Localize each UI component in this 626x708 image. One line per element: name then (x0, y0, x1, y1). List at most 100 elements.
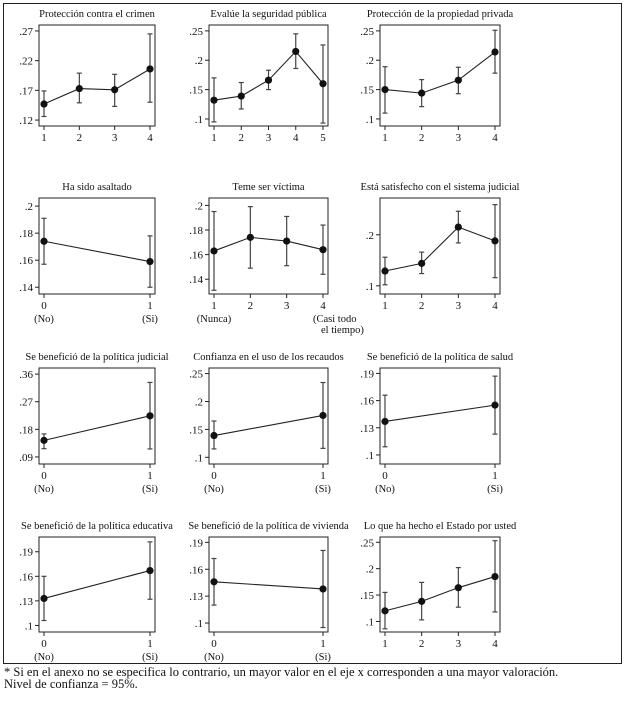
x-tick-label: 1 (211, 132, 217, 144)
data-point (40, 237, 48, 245)
x-sublabel-line: (No) (34, 314, 54, 325)
y-tick-label: .27 (19, 26, 33, 38)
y-tick-label: .22 (19, 56, 33, 68)
x-tick-label: 0 (41, 638, 47, 650)
panel-5: Teme ser víctima .14 .16 .18 .2 1 (Nunca) 2 3 4 (C… (189, 182, 364, 336)
panel-9: Se benefició de la política de salud .1 .1… (360, 352, 514, 495)
data-point (319, 411, 327, 420)
data-point (210, 431, 218, 440)
plot-frame (38, 367, 156, 465)
x-sublabel-line: (No) (34, 484, 54, 495)
x-sublabel-line: (Si) (142, 314, 158, 325)
x-tick-label: 1 (320, 470, 326, 482)
panel-4: Ha sido asaltado .14 .16 .18 .2 0 (No) 1 (Si) (19, 182, 158, 325)
y-tick-label: .36 (19, 369, 33, 381)
data-point (491, 401, 499, 409)
x-sublabel: (Casi todo el tiempo) (313, 314, 364, 336)
panel-2: Evalúe la seguridad pública .1 .15 .2 .25 1 2 3… (189, 9, 329, 144)
y-tick-label: .16 (360, 396, 374, 408)
plot-frame (38, 197, 156, 295)
x-sublabel-line: (Si) (142, 652, 158, 663)
x-sublabel: (Si) (315, 484, 331, 495)
plot-frame (208, 367, 329, 465)
y-tick-label: .1 (366, 281, 374, 293)
panel-title: Se benefició de la política de salud (367, 352, 514, 363)
y-tick-label: .16 (19, 571, 33, 583)
y-tick-label: .14 (19, 282, 33, 294)
x-sublabel-line: (Nunca) (197, 314, 232, 325)
data-point (146, 412, 154, 420)
series-line (384, 404, 496, 422)
x-tick-label: 1 (41, 132, 47, 144)
data-point (111, 86, 119, 94)
series-line (213, 581, 324, 590)
data-point (381, 607, 389, 615)
y-tick-label: .1 (366, 616, 374, 628)
data-point (319, 585, 327, 593)
x-sublabel: (Si) (315, 652, 331, 663)
y-tick-label: .15 (189, 85, 203, 97)
x-sublabel: (No) (34, 484, 54, 495)
x-tick-label: 2 (419, 132, 425, 144)
y-tick-label: .18 (19, 424, 33, 436)
panel-8: Confianza en el uso de los recaudos .1 .15… (189, 352, 343, 495)
panel-12: Lo que ha hecho el Estado por usted .1 .15… (360, 521, 517, 650)
x-tick-label: 1 (147, 638, 153, 650)
panel-title: Lo que ha hecho el Estado por usted (364, 521, 517, 532)
panel-1: Protección contra el crimen .12 .17 .22 .27 1… (19, 9, 155, 144)
x-tick-label: 1 (211, 300, 217, 312)
x-sublabel-line: (Si) (487, 484, 503, 495)
panel-title: Está satisfecho con el sistema judicial (361, 182, 520, 193)
y-tick-label: .15 (360, 85, 374, 97)
x-sublabel: (No) (204, 484, 224, 495)
y-tick-label: .09 (19, 452, 33, 464)
y-tick-label: .15 (189, 424, 203, 436)
y-tick-label: .19 (19, 547, 33, 559)
data-point (319, 80, 327, 88)
data-point (418, 259, 426, 267)
data-point (40, 100, 48, 108)
x-sublabel: (No) (204, 652, 224, 663)
data-point (40, 594, 48, 603)
y-tick-label: .16 (19, 255, 33, 267)
x-tick-label: 1 (382, 132, 388, 144)
y-tick-label: .18 (19, 228, 33, 240)
plot-frame (208, 536, 329, 633)
series-line (384, 576, 496, 612)
x-tick-label: 1 (382, 300, 388, 312)
plot-frame (38, 536, 156, 633)
x-sublabel: (Si) (142, 484, 158, 495)
x-sublabel-line: (No) (204, 484, 224, 495)
y-tick-label: .16 (189, 564, 203, 576)
x-sublabel: (Si) (487, 484, 503, 495)
x-tick-label: 3 (284, 300, 290, 312)
panel-title: Protección contra el crimen (39, 9, 155, 20)
data-point (246, 233, 254, 241)
x-tick-label: 4 (492, 638, 498, 650)
y-tick-label: .25 (189, 26, 203, 38)
y-tick-label: .2 (195, 200, 203, 212)
x-tick-label: 4 (492, 300, 498, 312)
plot-frame (208, 197, 329, 295)
y-tick-label: .1 (195, 114, 203, 126)
panel-title: Ha sido asaltado (62, 182, 131, 193)
x-tick-label: 4 (293, 132, 299, 144)
data-point (146, 566, 154, 575)
x-tick-label: 4 (492, 132, 498, 144)
x-tick-label: 3 (456, 132, 462, 144)
data-point (381, 85, 389, 94)
x-tick-label: 0 (41, 300, 47, 312)
y-tick-label: .15 (360, 590, 374, 602)
x-sublabel-line: (No) (375, 484, 395, 495)
panel-11: Se benefició de la política de vivienda.… (188, 521, 349, 663)
data-point (146, 257, 154, 266)
x-tick-label: 4 (147, 132, 153, 144)
series-line (384, 226, 496, 272)
series-line (43, 570, 151, 599)
x-sublabel: (Si) (142, 652, 158, 663)
series-line (43, 68, 151, 105)
data-point (146, 65, 154, 73)
x-tick-label: 2 (239, 132, 245, 144)
y-tick-label: .27 (19, 397, 33, 409)
series-line (213, 236, 324, 252)
